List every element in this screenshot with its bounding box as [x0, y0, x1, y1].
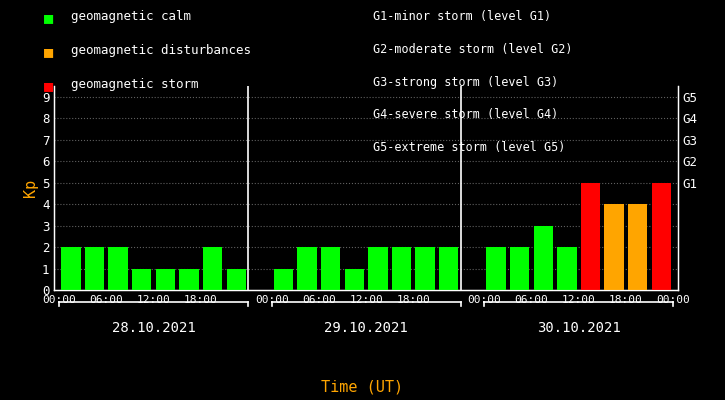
Text: G3-strong storm (level G3): G3-strong storm (level G3) [373, 76, 559, 89]
Text: ■: ■ [44, 44, 53, 59]
Bar [109, 247, 128, 290]
Bar [392, 247, 411, 290]
Bar [321, 247, 340, 290]
Text: ■: ■ [44, 10, 53, 25]
Bar [652, 183, 671, 290]
Bar [203, 247, 223, 290]
Bar [534, 226, 553, 290]
Text: G5-extreme storm (level G5): G5-extreme storm (level G5) [373, 141, 566, 154]
Text: geomagnetic calm: geomagnetic calm [71, 10, 191, 23]
Bar [486, 247, 506, 290]
Bar [344, 268, 364, 290]
Text: G4-severe storm (level G4): G4-severe storm (level G4) [373, 108, 559, 122]
Bar [510, 247, 529, 290]
Text: ■: ■ [44, 78, 53, 93]
Bar [274, 268, 293, 290]
Bar [156, 268, 175, 290]
Y-axis label: Kp: Kp [23, 179, 38, 197]
Text: G2-moderate storm (level G2): G2-moderate storm (level G2) [373, 43, 573, 56]
Bar [368, 247, 388, 290]
Bar [415, 247, 435, 290]
Bar [439, 247, 458, 290]
Bar [226, 268, 246, 290]
Bar [581, 183, 600, 290]
Bar [85, 247, 104, 290]
Bar [558, 247, 576, 290]
Bar [132, 268, 152, 290]
Text: Time (UT): Time (UT) [321, 379, 404, 394]
Bar [628, 204, 647, 290]
Bar [179, 268, 199, 290]
Text: 28.10.2021: 28.10.2021 [112, 321, 196, 335]
Text: 29.10.2021: 29.10.2021 [324, 321, 408, 335]
Text: G1-minor storm (level G1): G1-minor storm (level G1) [373, 10, 552, 23]
Text: 30.10.2021: 30.10.2021 [536, 321, 621, 335]
Bar [61, 247, 80, 290]
Text: geomagnetic disturbances: geomagnetic disturbances [71, 44, 251, 57]
Text: geomagnetic storm: geomagnetic storm [71, 78, 199, 91]
Bar [297, 247, 317, 290]
Bar [605, 204, 624, 290]
